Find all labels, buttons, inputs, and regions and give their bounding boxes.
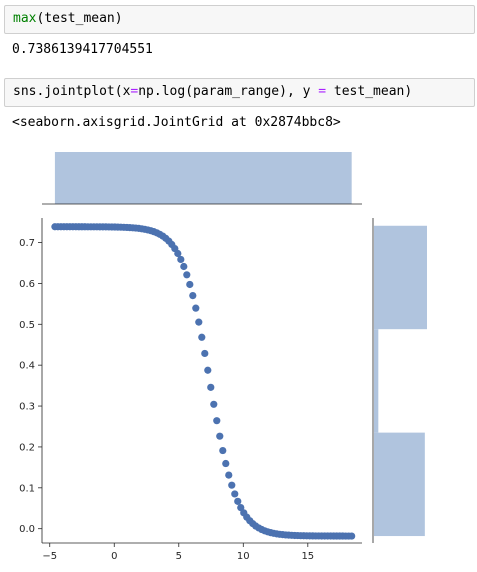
marginal-x-bar (54, 152, 352, 204)
marginal-y-bar (374, 432, 425, 537)
output-cell-1: 0.7386139417704551 (12, 42, 153, 57)
code-args: (test_mean) (36, 11, 123, 26)
marginal-y-bar (374, 329, 379, 433)
jointplot-figure: −5 0 5 10 15 0.0 0.1 0.2 0.3 0.4 0.5 0.6 0.7 (19, 152, 427, 562)
y-tick-label: 0.0 (19, 524, 35, 535)
scatter-point (198, 333, 206, 341)
x-tick-label: 5 (176, 551, 182, 562)
x-tick-label: −5 (42, 551, 57, 562)
code-line: sns.jointplot(x=np.log(param_range), y =… (13, 84, 412, 99)
x-tick-label: 10 (237, 551, 250, 562)
scatter-point (222, 459, 230, 468)
scatter-point (189, 292, 197, 300)
scatter-point (186, 280, 194, 289)
scatter-point (183, 271, 191, 279)
y-ticks: 0.0 0.1 0.2 0.3 0.4 0.5 0.6 0.7 (19, 238, 42, 535)
builtin-max: max (13, 11, 37, 26)
x-tick-label: 15 (301, 551, 314, 562)
scatter-point (216, 432, 224, 440)
scatter-point (213, 417, 221, 425)
code-line: max(test_mean) (13, 11, 123, 26)
scatter-point (207, 383, 215, 391)
scatter-point (201, 349, 209, 358)
code-part: np.log(param_range), y (138, 84, 319, 99)
scatter-point (210, 400, 218, 408)
scatter-point (348, 532, 356, 540)
scatter-points (51, 223, 356, 540)
scatter-point (192, 304, 200, 312)
scatter-point (228, 481, 236, 489)
y-tick-label: 0.5 (19, 320, 35, 331)
code-part: sns.jointplot(x (13, 84, 131, 99)
y-tick-label: 0.1 (19, 483, 35, 494)
y-tick-label: 0.2 (19, 442, 35, 453)
code-operator: = (130, 84, 139, 99)
code-operator: = (318, 84, 327, 99)
marginal-y-histogram (374, 225, 427, 537)
y-tick-label: 0.6 (19, 279, 35, 290)
scatter-point (204, 366, 212, 374)
scatter-point (174, 249, 182, 258)
scatter-point (219, 446, 227, 455)
scatter-point (237, 504, 245, 512)
code-cell-2[interactable]: sns.jointplot(x=np.log(param_range), y =… (4, 78, 475, 107)
marginal-y-bar (374, 225, 427, 330)
marginal-x-histogram (54, 152, 352, 204)
code-part: test_mean) (326, 84, 413, 99)
scatter-point (234, 497, 242, 505)
scatter-point (231, 490, 239, 498)
code-cell-1[interactable]: max(test_mean) (4, 5, 475, 34)
x-tick-label: 0 (111, 551, 117, 562)
y-tick-label: 0.7 (19, 238, 35, 249)
x-ticks: −5 0 5 10 15 (42, 543, 314, 562)
output-cell-2: <seaborn.axisgrid.JointGrid at 0x2874bbc… (12, 115, 341, 130)
scatter-point (180, 262, 188, 271)
scatter-point (177, 255, 185, 264)
scatter-point (195, 318, 203, 326)
y-tick-label: 0.3 (19, 402, 35, 413)
y-tick-label: 0.4 (19, 361, 35, 372)
scatter-point (225, 471, 233, 479)
